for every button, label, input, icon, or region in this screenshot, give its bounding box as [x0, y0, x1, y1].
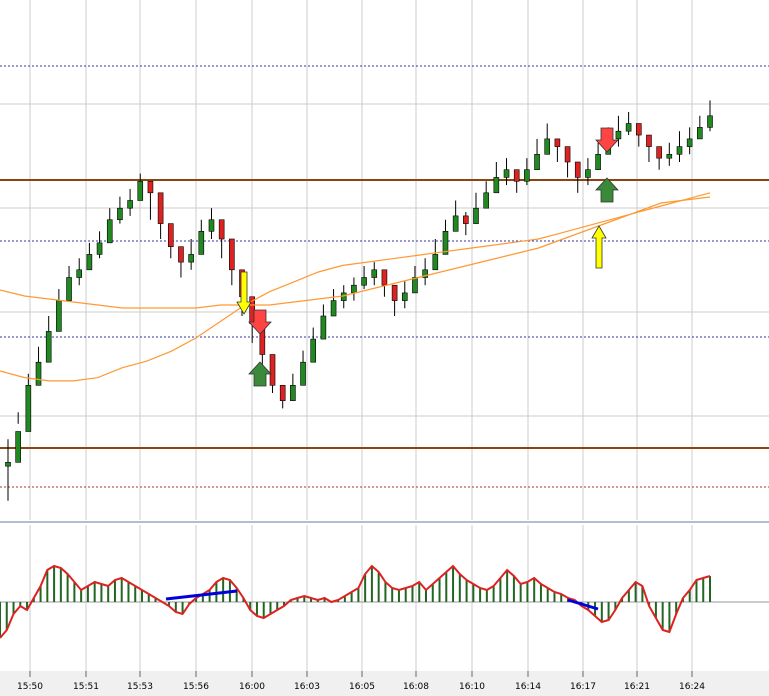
candle-body — [401, 292, 408, 301]
candle-body — [635, 123, 642, 136]
candle-body — [564, 146, 571, 163]
candle-body — [463, 215, 469, 224]
x-tick-label: 16:10 — [459, 682, 485, 692]
candle-body — [676, 146, 683, 155]
x-axis: 15:50 15:51 15:53 15:56 16:00 16:03 16:05 16:08… — [0, 671, 769, 696]
signal-arrow — [236, 271, 252, 315]
candle-body — [503, 169, 510, 178]
candle-body — [279, 384, 286, 401]
moving-average-line — [0, 192, 711, 382]
candle-body — [615, 130, 622, 140]
x-tick-label: 15:56 — [183, 682, 209, 692]
candle-body — [656, 146, 662, 159]
candle-body — [625, 123, 632, 132]
x-tick-label: 16:24 — [679, 682, 705, 692]
candle-body — [381, 269, 388, 286]
candle-body — [666, 154, 673, 159]
x-tick-label: 16:08 — [403, 682, 429, 692]
candle-body — [320, 315, 327, 340]
candle-body — [147, 180, 154, 194]
candle-body — [524, 169, 530, 182]
x-tick-label: 16:17 — [570, 682, 596, 692]
candle-body — [361, 277, 367, 286]
candle-body — [66, 277, 72, 301]
candle-body — [218, 219, 225, 240]
candle-body — [25, 384, 32, 432]
candle-body — [178, 246, 184, 263]
candle-body — [15, 431, 21, 463]
x-tick-label: 16:05 — [349, 682, 375, 692]
candle-body — [574, 161, 581, 178]
candle-body — [544, 138, 551, 155]
candle-body — [5, 461, 11, 467]
candle-body — [412, 277, 418, 294]
signal-arrow — [595, 127, 619, 153]
x-tick-label: 16:21 — [624, 682, 650, 692]
candle-body — [493, 177, 500, 194]
candle-body — [422, 269, 428, 278]
x-tick-label: 16:14 — [515, 682, 541, 692]
candle-body — [595, 154, 601, 171]
candle-body — [585, 169, 591, 178]
candle-body — [76, 269, 83, 278]
signal-arrow — [591, 225, 607, 269]
candle-body — [310, 338, 317, 363]
candle-body — [697, 127, 703, 140]
candle-body — [391, 284, 398, 301]
candle-body — [707, 115, 713, 128]
candle-body — [167, 223, 174, 248]
candle-body — [157, 192, 164, 224]
x-tick-label: 15:51 — [73, 682, 99, 692]
signal-arrow — [248, 309, 272, 335]
candle-body — [229, 238, 235, 271]
candle-body — [198, 231, 205, 255]
divergence-line — [165, 589, 238, 601]
candle-body — [554, 138, 561, 147]
x-tick-label: 15:50 — [17, 682, 43, 692]
candle-body — [96, 242, 103, 255]
candle-body — [137, 180, 144, 201]
x-tick-label: 15:53 — [127, 682, 153, 692]
candle-body — [534, 154, 540, 171]
moving-average-line — [0, 196, 711, 309]
x-tick-label: 16:03 — [294, 682, 320, 692]
candle-body — [106, 219, 113, 244]
candle-body — [351, 284, 357, 294]
candle-body — [35, 361, 42, 386]
candle-body — [340, 292, 347, 301]
oscillator-chart — [0, 525, 769, 671]
candle-body — [188, 254, 194, 263]
candle-body — [330, 300, 337, 317]
candle-body — [117, 207, 123, 221]
candle-body — [371, 269, 378, 278]
candle-body — [646, 134, 652, 147]
candle-body — [300, 361, 306, 386]
candle-body — [127, 200, 133, 209]
signal-arrow — [248, 361, 272, 387]
divergence-line — [567, 598, 599, 611]
osc-line — [0, 564, 711, 639]
candle-body — [473, 207, 479, 224]
candle-body — [483, 192, 489, 209]
candle-body — [452, 215, 459, 232]
candle-body — [86, 254, 93, 271]
candle-body — [290, 384, 296, 401]
candle-body — [442, 231, 449, 255]
candle-body — [513, 169, 520, 182]
candle-body — [45, 331, 52, 363]
signal-arrow — [595, 177, 619, 203]
x-axis-bg — [0, 671, 769, 696]
candle-body — [208, 219, 215, 232]
candle-body — [686, 138, 693, 147]
x-tick-label: 16:00 — [239, 682, 265, 692]
candle-body — [269, 354, 276, 386]
candle-body — [432, 254, 439, 271]
price-chart — [0, 0, 769, 523]
candle-body — [56, 300, 62, 332]
